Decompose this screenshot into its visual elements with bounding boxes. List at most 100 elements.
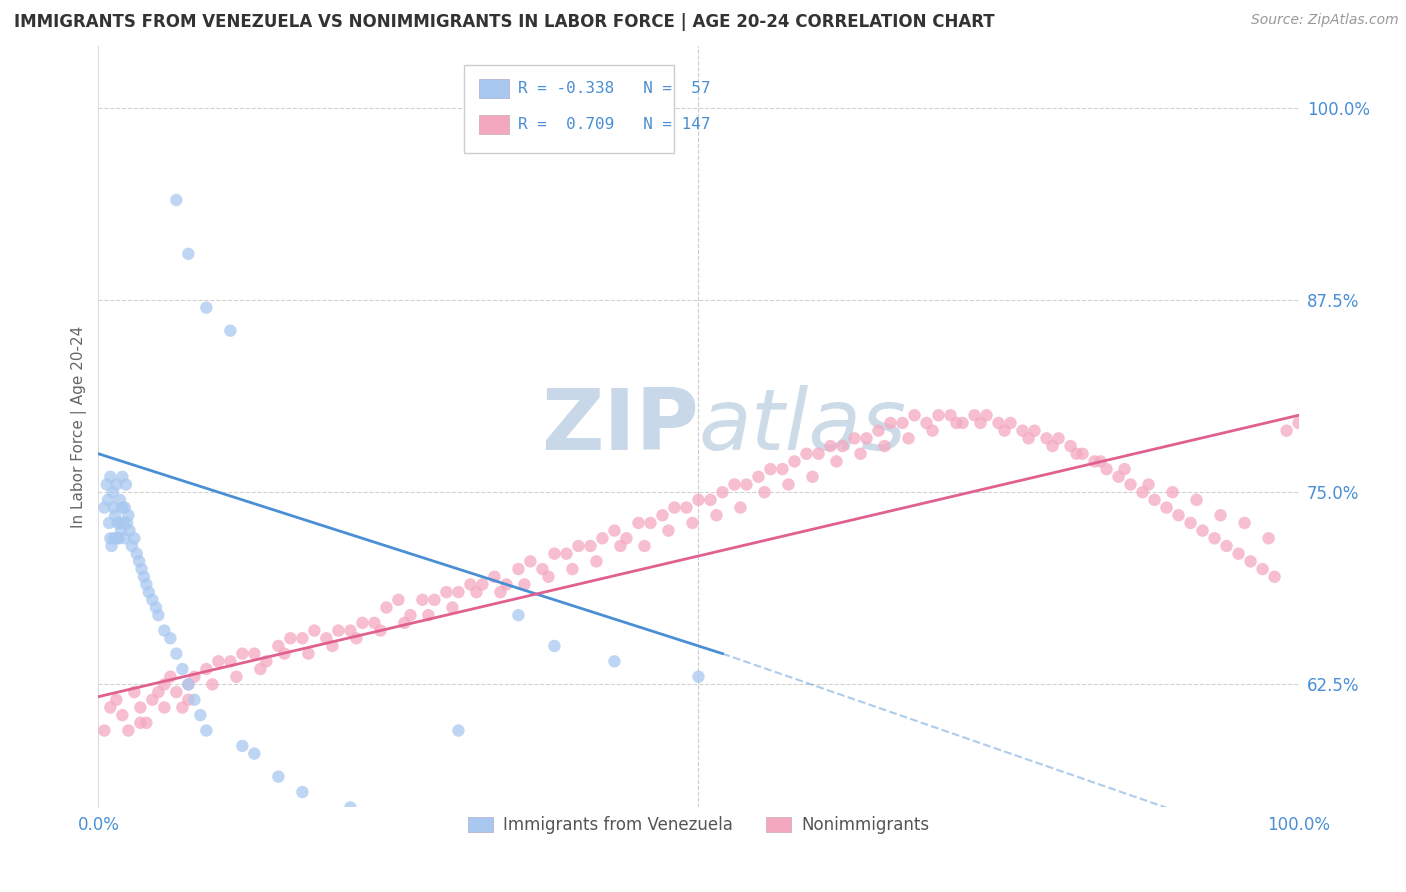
- Point: [585, 554, 607, 568]
- Point: [963, 409, 986, 423]
- Point: [903, 409, 925, 423]
- Point: [231, 739, 253, 753]
- Point: [657, 524, 679, 538]
- Point: [555, 547, 578, 561]
- Point: [177, 247, 200, 261]
- Point: [1143, 492, 1166, 507]
- Point: [591, 531, 613, 545]
- Point: [98, 700, 121, 714]
- Point: [561, 562, 583, 576]
- Point: [441, 600, 464, 615]
- Point: [423, 592, 446, 607]
- Point: [879, 416, 901, 430]
- Point: [107, 516, 129, 530]
- Point: [128, 554, 150, 568]
- Point: [375, 600, 398, 615]
- Point: [1161, 485, 1184, 500]
- Point: [153, 624, 176, 638]
- Point: [939, 409, 962, 423]
- FancyBboxPatch shape: [479, 78, 509, 97]
- Point: [489, 585, 512, 599]
- Point: [531, 562, 554, 576]
- Point: [928, 409, 950, 423]
- Point: [1024, 424, 1046, 438]
- Point: [952, 416, 974, 430]
- Point: [1239, 554, 1261, 568]
- Point: [1000, 416, 1022, 430]
- Text: R =  0.709   N = 147: R = 0.709 N = 147: [519, 117, 711, 132]
- Point: [225, 670, 247, 684]
- Point: [1288, 416, 1310, 430]
- Point: [344, 632, 367, 646]
- Point: [543, 639, 565, 653]
- Point: [399, 608, 422, 623]
- Legend: Immigrants from Venezuela, Nonimmigrants: Immigrants from Venezuela, Nonimmigrants: [461, 810, 936, 841]
- Point: [108, 492, 131, 507]
- Point: [1156, 500, 1178, 515]
- Point: [891, 416, 914, 430]
- Point: [688, 492, 710, 507]
- Point: [195, 723, 218, 738]
- Point: [471, 577, 494, 591]
- Point: [447, 585, 470, 599]
- Point: [231, 647, 253, 661]
- Point: [115, 516, 138, 530]
- Point: [117, 508, 139, 523]
- Point: [165, 685, 187, 699]
- Point: [328, 624, 350, 638]
- Point: [172, 662, 194, 676]
- Point: [339, 624, 361, 638]
- Point: [1132, 485, 1154, 500]
- Point: [177, 677, 200, 691]
- Point: [190, 708, 212, 723]
- Point: [195, 662, 218, 676]
- Point: [121, 539, 143, 553]
- Point: [111, 500, 134, 515]
- Point: [141, 592, 163, 607]
- Point: [976, 409, 998, 423]
- Point: [1180, 516, 1202, 530]
- Point: [141, 692, 163, 706]
- Point: [508, 608, 530, 623]
- Point: [243, 747, 266, 761]
- Point: [183, 692, 205, 706]
- Point: [394, 615, 416, 630]
- Y-axis label: In Labor Force | Age 20-24: In Labor Force | Age 20-24: [72, 326, 87, 528]
- Point: [1167, 508, 1189, 523]
- Point: [138, 585, 160, 599]
- Point: [1264, 570, 1286, 584]
- Point: [148, 685, 170, 699]
- Point: [100, 539, 122, 553]
- Point: [772, 462, 794, 476]
- Point: [567, 539, 589, 553]
- Point: [484, 570, 506, 584]
- Point: [1257, 531, 1279, 545]
- Point: [195, 301, 218, 315]
- Point: [103, 531, 125, 545]
- Point: [172, 700, 194, 714]
- Point: [508, 562, 530, 576]
- Point: [1137, 477, 1160, 491]
- Point: [1204, 531, 1226, 545]
- Point: [363, 615, 385, 630]
- Point: [987, 416, 1010, 430]
- Point: [675, 500, 697, 515]
- Point: [664, 500, 686, 515]
- Point: [93, 723, 115, 738]
- Point: [339, 800, 361, 814]
- Point: [145, 600, 167, 615]
- Point: [1275, 424, 1298, 438]
- Point: [153, 677, 176, 691]
- Point: [699, 492, 721, 507]
- Point: [243, 647, 266, 661]
- Point: [98, 516, 121, 530]
- Point: [723, 477, 745, 491]
- Point: [387, 592, 409, 607]
- Point: [1066, 447, 1088, 461]
- Point: [153, 700, 176, 714]
- Point: [108, 516, 131, 530]
- Point: [820, 439, 842, 453]
- Point: [783, 454, 806, 468]
- Point: [304, 624, 326, 638]
- Point: [159, 632, 181, 646]
